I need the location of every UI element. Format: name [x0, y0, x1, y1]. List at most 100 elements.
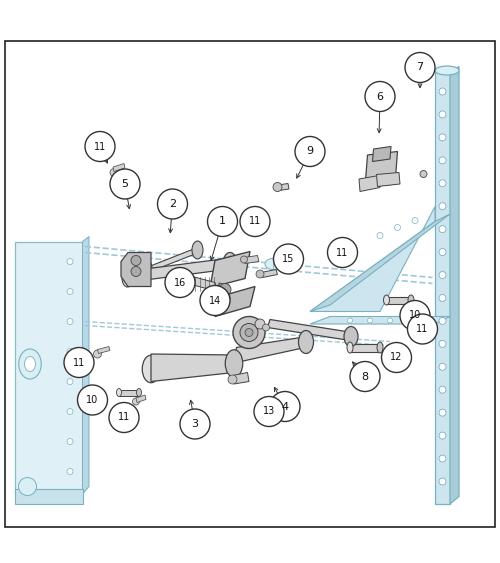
- Circle shape: [348, 318, 352, 323]
- Circle shape: [439, 478, 446, 485]
- Circle shape: [233, 316, 265, 348]
- Text: 10: 10: [86, 395, 99, 405]
- Polygon shape: [261, 270, 278, 278]
- Polygon shape: [192, 276, 218, 292]
- Ellipse shape: [377, 342, 383, 353]
- Circle shape: [439, 249, 446, 256]
- Circle shape: [439, 134, 446, 141]
- Text: 2: 2: [169, 199, 176, 209]
- Ellipse shape: [136, 388, 141, 396]
- Text: 5: 5: [122, 179, 128, 189]
- Circle shape: [67, 468, 73, 475]
- Circle shape: [439, 226, 446, 233]
- Ellipse shape: [116, 388, 121, 396]
- Polygon shape: [450, 66, 459, 504]
- Circle shape: [85, 132, 115, 162]
- Polygon shape: [359, 176, 380, 191]
- Circle shape: [412, 217, 418, 224]
- Circle shape: [67, 288, 73, 294]
- Text: 11: 11: [336, 248, 348, 257]
- Circle shape: [439, 318, 446, 324]
- Polygon shape: [232, 373, 249, 384]
- Circle shape: [219, 284, 231, 296]
- Polygon shape: [82, 236, 89, 494]
- Ellipse shape: [192, 241, 203, 259]
- Text: 13: 13: [263, 406, 275, 417]
- Text: 11: 11: [118, 413, 130, 422]
- Polygon shape: [386, 297, 411, 304]
- Ellipse shape: [344, 327, 358, 346]
- Circle shape: [420, 171, 427, 177]
- Circle shape: [94, 350, 102, 358]
- Circle shape: [67, 409, 73, 414]
- Circle shape: [388, 318, 392, 323]
- Text: 4: 4: [282, 401, 288, 412]
- Circle shape: [228, 375, 237, 384]
- Polygon shape: [376, 172, 400, 186]
- Circle shape: [365, 82, 395, 111]
- Circle shape: [405, 52, 435, 83]
- Polygon shape: [310, 207, 435, 311]
- Polygon shape: [278, 184, 289, 190]
- Circle shape: [273, 182, 282, 191]
- Circle shape: [64, 347, 94, 378]
- Text: 8: 8: [362, 372, 368, 382]
- Circle shape: [439, 88, 446, 95]
- Circle shape: [400, 301, 430, 330]
- Polygon shape: [310, 316, 450, 324]
- Polygon shape: [125, 247, 200, 282]
- Circle shape: [439, 409, 446, 416]
- Circle shape: [439, 432, 446, 439]
- Polygon shape: [215, 287, 255, 316]
- Text: 1: 1: [219, 217, 226, 226]
- Circle shape: [240, 256, 248, 263]
- Circle shape: [240, 207, 270, 236]
- Polygon shape: [435, 72, 450, 504]
- Polygon shape: [219, 283, 230, 299]
- Text: 7: 7: [416, 62, 424, 73]
- Ellipse shape: [265, 258, 280, 270]
- Circle shape: [439, 203, 446, 209]
- Circle shape: [408, 318, 412, 323]
- Circle shape: [245, 328, 253, 337]
- Polygon shape: [210, 252, 250, 288]
- Circle shape: [350, 361, 380, 391]
- Text: 11: 11: [94, 141, 106, 151]
- Circle shape: [439, 271, 446, 279]
- Circle shape: [439, 386, 446, 393]
- Circle shape: [67, 378, 73, 385]
- Circle shape: [439, 180, 446, 187]
- Text: 11: 11: [73, 358, 85, 368]
- Ellipse shape: [298, 330, 314, 354]
- Circle shape: [208, 207, 238, 236]
- Circle shape: [110, 168, 118, 176]
- Polygon shape: [113, 163, 125, 172]
- Circle shape: [394, 225, 400, 230]
- Circle shape: [439, 294, 446, 301]
- Circle shape: [262, 324, 270, 331]
- Polygon shape: [268, 319, 352, 341]
- Circle shape: [408, 314, 438, 344]
- Polygon shape: [15, 242, 82, 494]
- Circle shape: [439, 363, 446, 370]
- Circle shape: [67, 258, 73, 265]
- Circle shape: [18, 477, 36, 495]
- Circle shape: [270, 391, 300, 422]
- Polygon shape: [145, 258, 230, 280]
- Polygon shape: [350, 343, 380, 351]
- Text: 3: 3: [192, 419, 198, 429]
- Circle shape: [180, 409, 210, 439]
- Circle shape: [382, 342, 412, 373]
- Polygon shape: [119, 390, 139, 395]
- Circle shape: [368, 318, 372, 323]
- Circle shape: [131, 256, 141, 266]
- Circle shape: [165, 267, 195, 297]
- Circle shape: [109, 403, 139, 432]
- Circle shape: [416, 304, 422, 311]
- Text: 9: 9: [306, 146, 314, 157]
- Ellipse shape: [223, 252, 237, 275]
- Polygon shape: [121, 252, 151, 287]
- Text: 11: 11: [416, 324, 428, 334]
- Text: 15: 15: [282, 254, 294, 264]
- Circle shape: [274, 244, 304, 274]
